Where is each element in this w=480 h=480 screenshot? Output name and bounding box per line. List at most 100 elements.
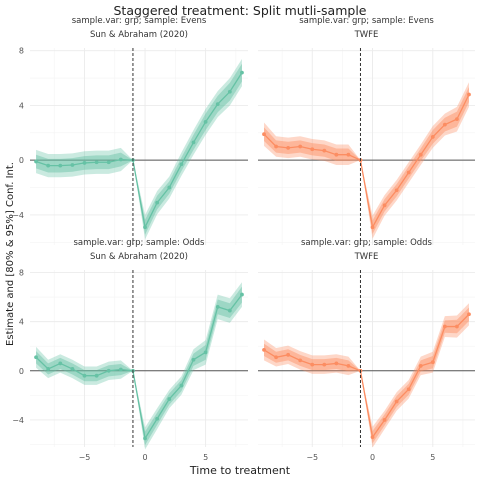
strip-label-sample: sample.var: grp; sample: Evens [299,16,434,26]
estimate-point [262,347,266,352]
y-tick-label: 4 [19,101,24,110]
estimate-point [167,185,172,190]
facet-panels: sample.var: grp; sample: Evens Sun & Abra… [12,16,475,462]
estimate-point [58,163,63,168]
y-tick-label: 8 [19,47,24,56]
strip-label-method: TWFE [354,30,379,40]
estimate-point [298,144,303,149]
y-tick-label: 0 [19,367,24,376]
estimate-point [106,368,111,373]
ci95-ribbon [264,303,469,448]
x-tick-label: −5 [306,453,318,462]
y-tick-label: 0 [19,156,24,165]
panel-2: sample.var: grp; sample: Evens TWFE [258,16,475,245]
estimate-points [262,92,471,230]
x-tick-label: 0 [370,453,375,462]
estimate-point [191,140,196,145]
estimate-point [310,362,315,367]
x-tick-label: 5 [430,453,435,462]
estimate-point [46,163,51,168]
y-tick-label: −4 [12,211,24,220]
estimate-point [455,117,459,122]
panel-3: sample.var: grp; sample: Odds Sun & Abrah… [12,238,248,462]
estimate-point [155,200,160,205]
estimate-point [82,161,87,165]
panel-1: sample.var: grp; sample: Evens Sun & Abra… [12,16,248,245]
estimate-point [118,367,123,372]
y-tick-label: −4 [12,416,24,425]
estimate-point [274,355,278,360]
estimate-point [34,159,38,164]
estimate-point [143,436,147,441]
y-tick-label: 8 [19,268,24,277]
estimate-point [334,361,339,366]
estimate-point [394,188,399,193]
estimate-point [179,383,184,388]
ci80-ribbon [36,286,242,446]
estimate-point [215,304,220,309]
panel-4: sample.var: grp; sample: Odds TWFE −5 0 5 [258,238,475,462]
estimate-point [382,418,387,422]
estimate-point [58,361,63,366]
estimate-points [34,70,244,230]
estimate-point [467,312,471,317]
ci80-ribbon [36,63,242,235]
estimate-point [167,397,172,401]
estimate-point [94,160,99,165]
strip-label-method: Sun & Abraham (2020) [90,252,188,262]
ci80-ribbon [264,307,469,444]
estimate-line [35,294,243,441]
estimate-point [455,324,459,329]
estimate-point [286,145,291,150]
estimate-point [118,157,123,162]
gridlines [30,48,248,245]
estimate-point [298,358,303,363]
estimate-point [240,292,244,297]
estimate-point [179,162,184,167]
figure-title: Staggered treatment: Split mutli-sample [113,3,366,18]
x-axis-label: Time to treatment [189,464,291,477]
strip-label-method: TWFE [354,252,379,262]
estimate-point [430,135,435,139]
estimate-point [382,203,387,208]
estimate-point [442,324,447,329]
ci95-ribbon [36,282,242,450]
estimate-point [322,362,327,367]
estimate-point [370,225,375,230]
estimate-point [346,152,351,157]
estimate-points [34,292,244,441]
gridlines [258,48,475,245]
estimate-line [35,72,243,230]
estimate-points [262,312,471,440]
estimate-point [370,435,375,440]
estimate-point [143,225,147,230]
estimate-point [467,92,471,97]
strip-label-sample: sample.var: grp; sample: Odds [74,238,206,248]
estimate-point [70,163,75,167]
strip-label-sample: sample.var: grp; sample: Evens [72,16,207,26]
estimate-point [34,355,38,360]
estimate-point [240,70,244,75]
estimate-point [46,367,51,371]
estimate-line [263,94,470,230]
estimate-point [406,170,411,175]
estimate-point [322,148,327,153]
estimate-point [346,363,351,368]
y-axis-label: Estimate and [80% & 95%] Conf. Int. [5,162,16,346]
estimate-point [442,122,447,127]
estimate-point [203,119,208,124]
estimate-point [334,152,339,157]
estimate-line [263,313,470,439]
estimate-point [82,373,87,378]
estimate-point [227,308,232,313]
estimate-point [394,399,399,404]
estimate-point [70,367,75,371]
estimate-point [286,352,291,357]
estimate-point [203,350,208,355]
estimate-point [406,387,411,392]
ci95-ribbon [36,58,242,240]
y-tick-label: 4 [19,318,24,327]
estimate-point [215,102,220,106]
estimate-point [310,147,315,152]
